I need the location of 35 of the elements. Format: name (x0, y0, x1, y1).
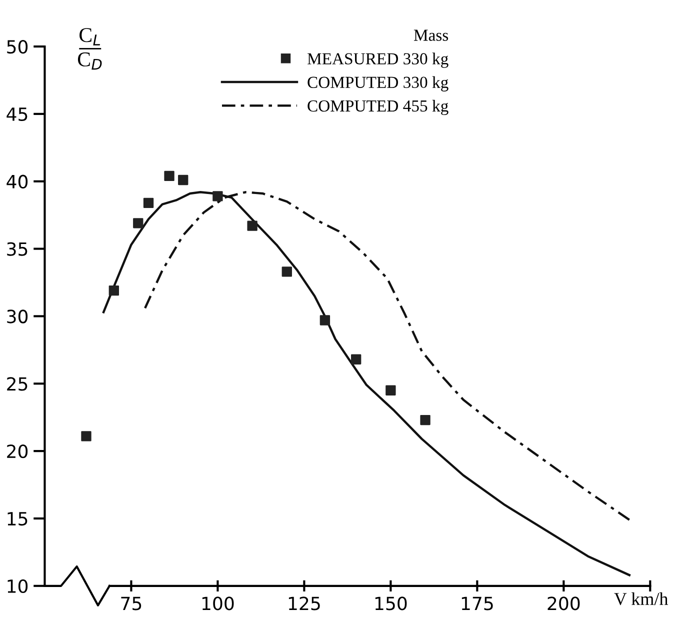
point (351, 354, 362, 364)
point (178, 174, 188, 186)
legend-title: Mass (414, 30, 448, 41)
y-axis-title: C$_{L}$ C$_{D}$ (78, 28, 102, 70)
x-tick-label: 200 (548, 596, 580, 610)
y-tick-label: 40 (6, 174, 28, 188)
y-tick-label: 15 (8, 512, 28, 526)
point (212, 191, 223, 202)
y-tick-label: 20 (7, 444, 28, 458)
x-tick-label: 175 (462, 596, 493, 610)
y-tick-label: 30 (7, 310, 28, 324)
x-tick-label: 75 (121, 596, 142, 610)
legend-label: COMPUTED 455 kg (308, 100, 448, 116)
point (420, 414, 430, 426)
line-series (102, 191, 631, 576)
point (282, 266, 292, 277)
point (108, 285, 119, 296)
y-tick-label: 45 (6, 108, 28, 122)
point (386, 385, 396, 396)
x-tick-label: 100 (202, 596, 234, 610)
y-tick-label: 50 (7, 40, 28, 54)
point (247, 220, 258, 231)
y-tick-label: 25 (7, 377, 28, 391)
legend-label: COMPUTED 330 kg (308, 76, 448, 92)
point (164, 170, 174, 182)
x-axis-title: V km/h (614, 592, 668, 606)
x-tick-label: 150 (375, 596, 407, 610)
point (81, 431, 92, 442)
y-tick-label: 35 (7, 242, 28, 256)
point (133, 218, 144, 228)
point (320, 315, 330, 326)
legend-label: MEASURED 330 kg (307, 52, 448, 68)
x-tick-label: 125 (288, 596, 320, 610)
y-tick-label: 10 (8, 579, 28, 594)
point (143, 198, 154, 208)
